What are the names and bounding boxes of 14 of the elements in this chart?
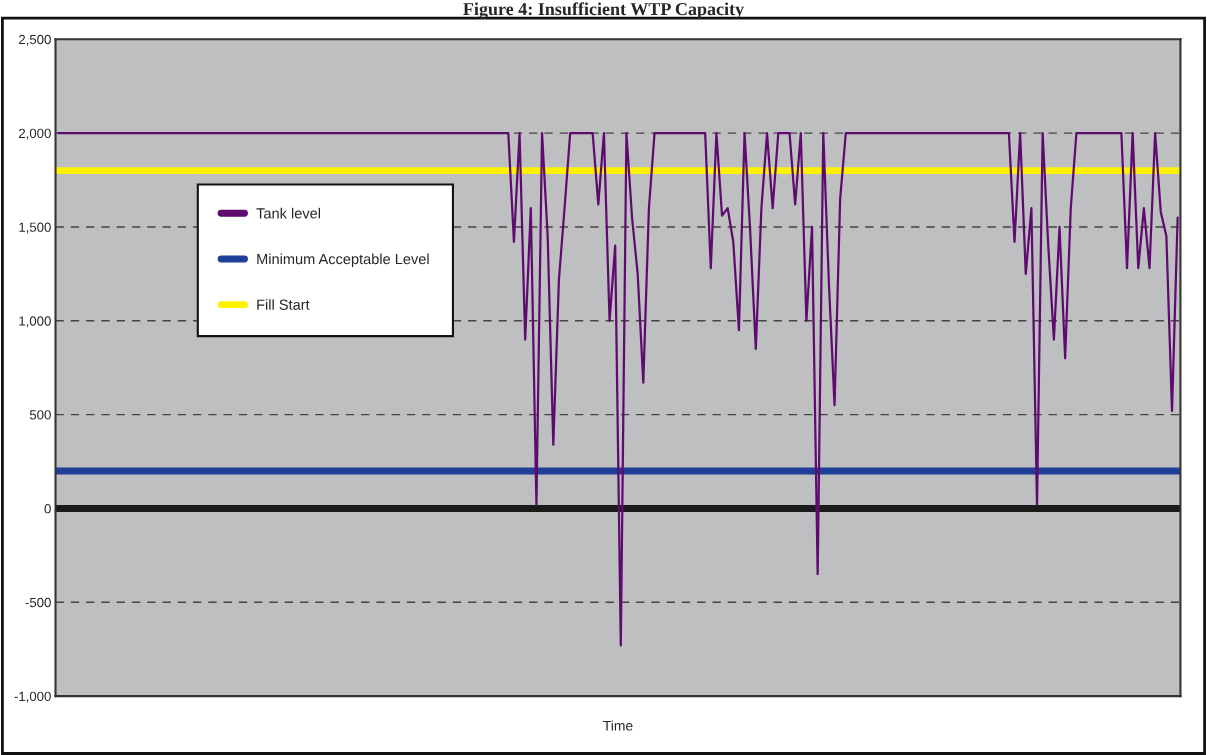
x-axis-title: Time [603,720,633,731]
y-tick-label: -1,000 [14,691,51,703]
y-tick-label: -500 [25,597,51,608]
line-series [57,131,1179,647]
y-tick-label: 2,000 [19,128,51,140]
y-tick-label: 1,500 [19,222,51,234]
y-tick-label: 500 [29,410,51,420]
legend-label: Tank level [256,207,321,219]
chart-title: Figure 4: Insufficient WTP Capacity [463,2,744,19]
y-tick-label: 2,500 [19,34,51,46]
y-tick-label: 0 [44,504,51,514]
legend-label: Fill Start [257,299,310,310]
legend-label: Minimum Acceptable Level [257,253,429,268]
y-tick-label: 1,000 [19,316,51,328]
